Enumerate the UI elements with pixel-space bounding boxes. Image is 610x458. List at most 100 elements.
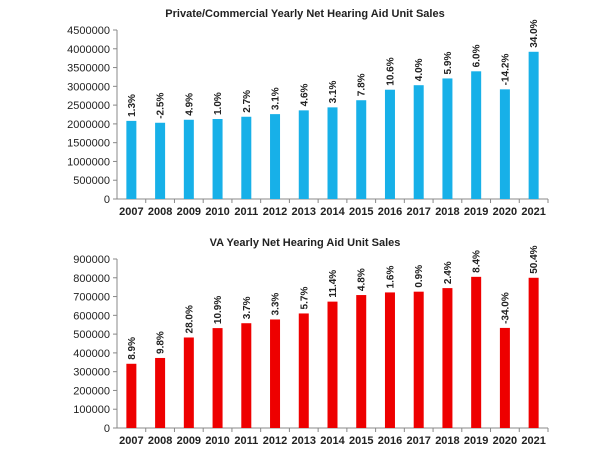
va-data-label: 11.4% [328,270,339,298]
private-bar [528,51,539,199]
private-y-tick-label: 3000000 [67,81,110,93]
va-data-label: 8.9% [127,337,138,360]
va-x-tick-label: 2020 [493,435,517,447]
private-x-tick-label: 2019 [464,206,488,218]
private-commercial-sales-chart: Private/Commercial Yearly Net Hearing Ai… [67,8,549,218]
private-bar [241,116,252,199]
va-data-label: 1.6% [385,266,396,289]
va-x-tick-label: 2015 [349,435,373,447]
va-bar [126,363,137,428]
va-data-label: 0.9% [414,265,425,288]
private-y-tick-label: 3500000 [67,63,110,75]
private-y-tick-label: 1000000 [67,156,110,168]
va-bar [155,357,166,428]
private-x-tick-label: 2018 [435,206,459,218]
private-bar [413,85,424,199]
va-bar [442,288,453,428]
va-x-tick-label: 2008 [148,435,172,447]
private-bar [356,100,367,199]
va-bar [413,291,424,428]
private-y-tick-label: 1500000 [67,138,110,150]
va-bar [327,301,338,428]
va-chart-title: VA Yearly Net Hearing Aid Unit Sales [210,237,401,249]
va-chart-svg: VA Yearly Net Hearing Aid Unit Sales 0 100… [73,237,549,447]
private-data-label: 2.7% [242,90,253,113]
va-x-tick-label: 2016 [378,435,402,447]
va-x-tick-label: 2007 [119,435,143,447]
private-y-tick-label: 2000000 [67,119,110,131]
private-data-label: 6.0% [472,44,483,67]
private-y-tick-label: 4000000 [67,44,110,56]
private-x-tick-label: 2017 [406,206,430,218]
private-x-tick-label: 2011 [234,206,258,218]
va-y-tick-label: 600000 [73,310,110,322]
va-x-tick-label: 2013 [292,435,316,447]
private-bar [126,120,137,199]
private-data-label: 3.1% [328,80,339,103]
va-data-label: 50.4% [529,245,540,273]
private-bar [183,119,194,199]
private-data-label: 4.6% [299,83,310,106]
va-y-tick-label: 200000 [73,385,110,397]
va-data-label: 8.4% [472,250,483,273]
va-bar [241,323,252,428]
private-data-label: 34.0% [529,19,540,47]
private-x-tick-label: 2014 [320,206,345,218]
private-bar [384,89,395,199]
va-x-tick-label: 2019 [464,435,488,447]
va-bar [270,319,281,428]
private-chart-title: Private/Commercial Yearly Net Hearing Ai… [165,8,444,20]
va-y-tick-label: 100000 [73,404,110,416]
private-bar [471,71,482,199]
va-x-tick-label: 2017 [406,435,430,447]
va-x-tick-label: 2010 [205,435,229,447]
va-bar [212,328,223,428]
private-data-label: 1.0% [213,92,224,115]
private-x-tick-label: 2010 [205,206,229,218]
va-bar [499,327,510,428]
private-bar [327,107,338,199]
private-x-tick-label: 2009 [177,206,201,218]
private-y-tick-label: 2500000 [67,100,110,112]
private-x-tick-label: 2020 [493,206,517,218]
va-x-tick-label: 2014 [320,435,345,447]
private-y-tick-label: 500000 [73,175,110,187]
private-x-tick-label: 2021 [521,206,545,218]
va-data-label: 9.8% [156,331,167,354]
private-data-label: 3.1% [271,87,282,110]
va-x-tick-label: 2012 [263,435,287,447]
private-data-label: 4.9% [184,93,195,116]
va-data-label: 2.4% [443,261,454,284]
va-data-label: 4.8% [357,268,368,291]
private-data-label: -14.2% [500,54,511,86]
private-bar [298,110,309,199]
private-bar [270,114,281,199]
private-x-tick-label: 2012 [263,206,287,218]
private-x-tick-label: 2008 [148,206,172,218]
va-data-label: 10.9% [213,296,224,324]
va-y-tick-label: 0 [104,423,110,435]
private-bar [442,78,453,199]
va-data-label: 28.0% [184,305,195,333]
va-y-tick-label: 400000 [73,348,110,360]
private-x-tick-label: 2013 [292,206,316,218]
private-data-label: 7.8% [357,73,368,96]
va-data-label: 3.3% [271,293,282,316]
private-bar [499,89,510,199]
va-y-tick-label: 300000 [73,367,110,379]
private-data-label: 5.9% [443,52,454,75]
va-bar [384,292,395,428]
va-bar [471,276,482,428]
va-bar [356,295,367,428]
va-bar [183,337,194,428]
va-y-tick-label: 900000 [73,254,110,266]
va-data-label: 5.7% [299,287,310,310]
private-bar [212,119,223,199]
va-bar [528,277,539,428]
va-bar [298,313,309,428]
va-data-label: -34.0% [500,292,511,324]
private-bar [155,122,166,199]
private-y-tick-label: 0 [104,194,110,206]
va-x-tick-label: 2021 [521,435,545,447]
private-x-tick-label: 2016 [378,206,402,218]
